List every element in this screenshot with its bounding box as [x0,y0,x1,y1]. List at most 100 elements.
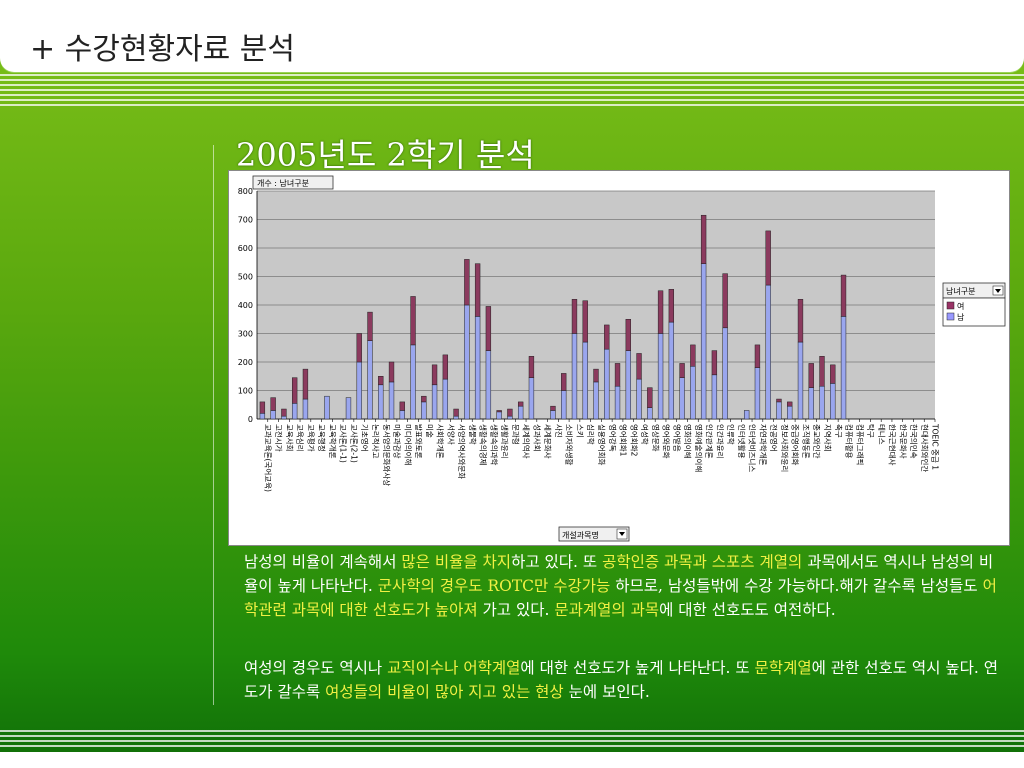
bar-female [388,361,395,383]
bar-male [345,397,352,420]
bar-male [668,321,675,420]
x-category-label: 자연과학개론 [758,424,768,465]
x-category-label: 테니스 [877,424,886,445]
x-category-label: 사회학개론 [436,424,446,459]
bar-male [356,361,362,420]
bar-male [561,390,567,420]
x-category-label: 교육행정 [317,424,327,452]
y-tick-label: 700 [238,216,253,225]
x-category-label: 문과형 [511,424,520,445]
stacked-bar-chart: 0 100 200 300 400 500 600 700 800 교과교육론(국어교육) 고전시가… [228,170,1010,546]
x-category-label: 실용영어회화 [597,424,607,465]
highlighted-text: 군사학의 경우도 ROTC만 수강가능 [377,577,611,595]
bar-female [281,408,287,417]
bar-male [410,344,416,420]
x-category-label: 심리학 [586,424,596,445]
bar-male [399,410,405,420]
x-category-label: 교육학개론 [328,424,338,459]
bar-female [830,364,836,384]
legend-title: 남녀구분 [946,287,975,296]
highlighted-text: 많은 비율을 차지 [401,553,512,571]
bar-male [485,350,492,420]
x-category-label: 영어회화2 [629,424,639,457]
bar-female [259,401,266,414]
x-category-label: 서양사 [446,424,455,445]
x-category-label: 인류학 [726,424,736,445]
paragraph-text: 가고 있다. [477,601,555,619]
bar-male [690,366,696,420]
x-category-label: 생활속의경제 [479,424,489,465]
x-category-label: 교과교육론(국어교육) [263,424,273,492]
x-category-label: 교사론(1-1) [339,424,348,463]
x-category-label: 영어강독 [608,424,618,452]
bar-male [453,415,459,420]
bar-male [528,377,535,420]
bar-male [507,415,513,420]
x-category-label: 인간관계론 [705,424,715,459]
legend-swatch [946,301,955,310]
bar-female [378,376,384,386]
bar-female [367,311,373,341]
bar-male [647,407,653,420]
chevron-down-icon [619,532,625,536]
bar-male [302,398,309,420]
x-category-label: 한국의민속 [909,424,919,459]
bar-male [700,263,707,420]
bar-male [550,410,556,420]
bar-male [657,333,664,420]
bar-male [421,401,427,420]
bar-female [604,324,610,350]
bar-male [259,413,266,420]
x-category-label: 교육심리 [296,424,306,452]
bar-male [281,415,287,420]
x-category-label: 영상문화 [651,424,661,452]
x-category-label: 생활과윤리 [500,424,510,459]
x-category-label: 영화의이해 [683,424,693,459]
bar-male [496,411,502,420]
bar-male [593,381,599,420]
bar-male [571,333,578,420]
bar-male [431,384,438,420]
bar-male [388,381,395,420]
x-category-label: 조직행동론 [801,424,811,459]
filter-label: 개수 : 남녀구분 [257,178,309,188]
bar-female [819,356,825,387]
x-category-label: 인터넷활용 [737,424,747,459]
x-category-label: 세계문화사 [543,424,553,459]
x-category-label: 축구 [834,424,843,438]
x-category-label: 영어발음 [672,424,682,452]
decorative-vertical-line [213,145,214,705]
x-category-label: 기초영어 [360,424,370,452]
header-bar: + 수강현황자료 분석 [0,0,1024,72]
bar-female [808,363,814,388]
bar-male [819,385,825,420]
x-category-label: 인간과윤리 [715,424,725,459]
bar-female [270,397,276,411]
bar-female [485,306,492,351]
bar-female [679,363,685,378]
x-category-label: 생물학 [468,424,478,445]
y-tick-label: 0 [248,415,253,424]
x-category-label: 교육평가 [306,424,316,452]
decorative-stripes-bottom [0,730,1024,766]
bar-female [647,387,653,408]
bar-male [636,378,642,420]
x-category-label: 미술 [425,424,434,438]
bar-female [302,368,309,400]
bar-female [431,364,438,386]
x-category-label: 영화예술의이해 [694,424,704,472]
bar-female [797,299,804,343]
x-category-label: 한국문화사 [898,424,907,459]
bar-female [507,408,513,417]
bar-female [690,344,696,367]
paragraph-text: 에 대한 선호도가 높게 나타난다. 또 [520,659,755,677]
bar-female [711,350,718,376]
bar-male [787,405,793,420]
bar-female [517,401,524,407]
highlighted-text: 교직이수나 어학계열 [387,659,521,677]
x-category-label: 영어회화1 [619,424,629,457]
y-tick-label: 300 [238,330,253,339]
highlighted-text: 공학인증 과목과 스포츠 계열의 [602,553,803,571]
bar-female [614,363,621,387]
paragraph-text: 하므로, 남성들밖에 수강 가능하다.해가 갈수록 남성들도 [610,577,983,595]
